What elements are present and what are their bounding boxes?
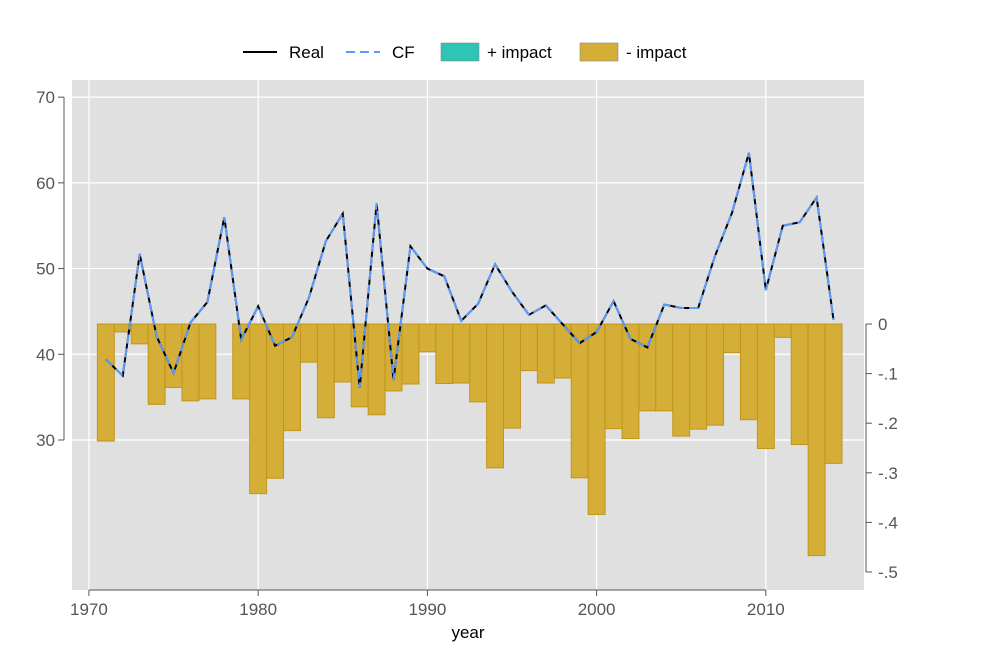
impact-bar (249, 323, 268, 495)
impact-bar (299, 323, 318, 363)
x-tick-label: 2010 (747, 600, 785, 619)
left-tick-label: 40 (36, 345, 55, 364)
impact-bar (519, 323, 538, 372)
impact-bar (469, 323, 488, 403)
impact-bar (790, 323, 809, 446)
impact-bar (604, 323, 623, 430)
x-tick-label: 1990 (408, 600, 446, 619)
x-tick-label: 1980 (239, 600, 277, 619)
impact-bar (418, 323, 437, 353)
legend-label: + impact (487, 43, 552, 62)
left-tick-label: 30 (36, 431, 55, 450)
impact-bar (638, 323, 657, 412)
impact-bar (435, 323, 454, 385)
right-tick-label: -.2 (878, 414, 898, 433)
impact-bar (181, 323, 200, 402)
legend-swatch (440, 42, 480, 62)
series-lines (105, 152, 835, 388)
impact-bar (739, 323, 758, 421)
impact-bar (486, 323, 505, 469)
legend-item: - impact (579, 42, 687, 62)
x-axis-title: year (451, 623, 484, 642)
impact-bar (807, 323, 826, 557)
cf-line (105, 152, 835, 388)
left-tick-label: 60 (36, 174, 55, 193)
right-tick-label: -.5 (878, 563, 898, 582)
impact-bar (655, 323, 674, 412)
right-tick-label: -.3 (878, 464, 898, 483)
legend-label: CF (392, 43, 415, 62)
impact-bar (283, 323, 301, 432)
right-tick-label: -.1 (878, 365, 898, 384)
legend-item: + impact (440, 42, 552, 62)
impact-bar (756, 323, 775, 449)
impact-bar (452, 323, 471, 384)
impact-bar (266, 323, 285, 479)
impact-bar (316, 323, 335, 419)
impact-bar (723, 323, 741, 354)
legend-label: - impact (626, 43, 687, 62)
legend: Real CF + impact - impact (243, 42, 687, 62)
impact-bar (503, 323, 521, 429)
impact-bar (333, 323, 352, 383)
impact-bar (367, 323, 386, 416)
right-tick-label: -.4 (878, 513, 898, 532)
impact-bar (536, 323, 555, 384)
impact-bar (672, 323, 691, 437)
legend-item: CF (346, 43, 415, 62)
legend-label: Real (289, 43, 324, 62)
impact-bar (689, 323, 708, 430)
impact-bar (401, 323, 420, 385)
legend-item: Real (243, 43, 324, 62)
legend-swatch (579, 42, 619, 62)
impact-bar (130, 323, 149, 345)
impact-bar (587, 323, 606, 515)
impact-bar (96, 323, 115, 442)
left-tick-label: 70 (36, 88, 55, 107)
right-tick-label: 0 (878, 315, 887, 334)
impact-bar (773, 323, 792, 338)
impact-bar (198, 323, 217, 400)
left-tick-label: 50 (36, 260, 55, 279)
impact-bar (824, 323, 843, 464)
x-tick-label: 2000 (578, 600, 616, 619)
impact-bar (570, 323, 589, 479)
impact-bar (706, 323, 725, 426)
x-tick-label: 1970 (70, 600, 108, 619)
axes: 1970 1980 1990 2000 2010 30 40 50 60 70 0 -.1 -.2 -.3… (36, 88, 898, 619)
